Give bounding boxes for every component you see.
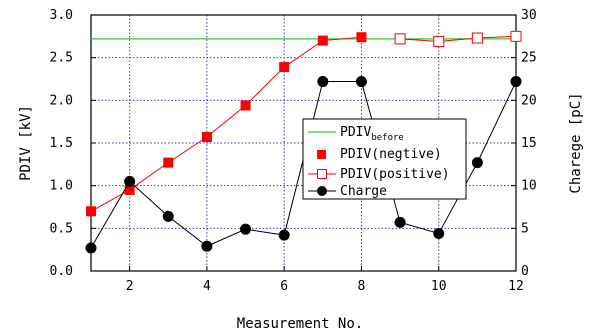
series-1-point (124, 184, 135, 195)
series-layer (85, 30, 522, 254)
legend-label-pdiv-negtive: PDIV(negtive) (340, 147, 442, 162)
series-2-point (471, 32, 483, 44)
series-2-point (394, 33, 406, 45)
series-1-line (90, 36, 362, 212)
series-3-point (471, 157, 483, 169)
legend-entry-charge: Charge (308, 184, 387, 199)
legend-label-pdiv-before-main: PDIV (340, 125, 371, 140)
y-right-tick-label: 25 (521, 51, 537, 66)
x-tick-label: 4 (203, 279, 211, 294)
series-3-point (433, 227, 445, 239)
legend-label-charge: Charge (340, 184, 387, 199)
grid (91, 15, 516, 271)
x-axis-label: Measurement No. (237, 316, 363, 332)
y-axis-right-label: Charege [pC] (568, 92, 584, 193)
series-3-point (394, 216, 406, 228)
y-right-tick-label: 15 (521, 136, 537, 151)
legend-swatch-pdiv-positive (317, 169, 327, 179)
y-left-tick-label: 1.0 (50, 179, 73, 194)
series-3-point (278, 229, 290, 241)
legend-label-pdiv-positive: PDIV(positive) (340, 167, 450, 182)
series-1-point (201, 132, 212, 143)
x-tick-label: 6 (280, 279, 288, 294)
x-tick-label: 10 (431, 279, 447, 294)
x-tick-label: 8 (358, 279, 366, 294)
legend-entry-pdiv-before: PDIVbefore (308, 125, 404, 143)
series-3-point (355, 76, 367, 88)
series-1-point (86, 206, 96, 217)
series-2-line (400, 35, 517, 42)
y-left-tick-label: 1.5 (50, 136, 73, 151)
y-left-tick-label: 2.5 (50, 51, 73, 66)
series-2-point (433, 35, 445, 47)
series-1-point (356, 32, 367, 43)
series-3-point (85, 242, 97, 254)
y-left-tick-label: 0.0 (50, 264, 73, 279)
series-1-point (317, 35, 328, 46)
legend-label-pdiv-before: PDIVbefore (340, 125, 404, 143)
legend-entry-pdiv-positive: PDIV(positive) (308, 167, 450, 182)
legend: PDIVbefore PDIV(negtive) PDIV(positive) … (302, 118, 467, 200)
series-3-point (201, 240, 213, 252)
y-axis-left-label: PDIV [kV] (18, 105, 34, 181)
y-right-tick-label: 20 (521, 93, 537, 108)
y-left-tick-label: 2.0 (50, 93, 73, 108)
series-3-point (240, 223, 252, 235)
y-left-tick-label: 0.5 (50, 221, 73, 236)
y-right-tick-label: 0 (521, 264, 529, 279)
y-right-tick-label: 30 (521, 8, 537, 23)
series-3-point (124, 175, 136, 187)
series-2-point (510, 30, 522, 42)
series-3-point (510, 76, 522, 88)
series-3-point (162, 210, 174, 222)
y-right-tick-label: 5 (521, 221, 529, 236)
y-left-tick-label: 3.0 (50, 8, 73, 23)
legend-swatch-charge (317, 186, 327, 196)
series-3-point (317, 76, 329, 88)
legend-swatch-pdiv-negtive (317, 150, 326, 159)
y-right-tick-label: 10 (521, 179, 537, 194)
series-1-point (163, 157, 174, 168)
x-tick-label: 2 (126, 279, 134, 294)
x-tick-label: 12 (508, 279, 524, 294)
series-1-point (240, 100, 251, 111)
series-1-point (279, 62, 290, 73)
legend-label-pdiv-before-sub: before (371, 133, 404, 143)
legend-entry-pdiv-negtive: PDIV(negtive) (317, 147, 442, 162)
axis-ticks: 2 4 6 8 10 12 0.0 0.5 1.0 1.5 2.0 2.5 3.0 0 5 10 15 20 25 3… (50, 8, 537, 294)
